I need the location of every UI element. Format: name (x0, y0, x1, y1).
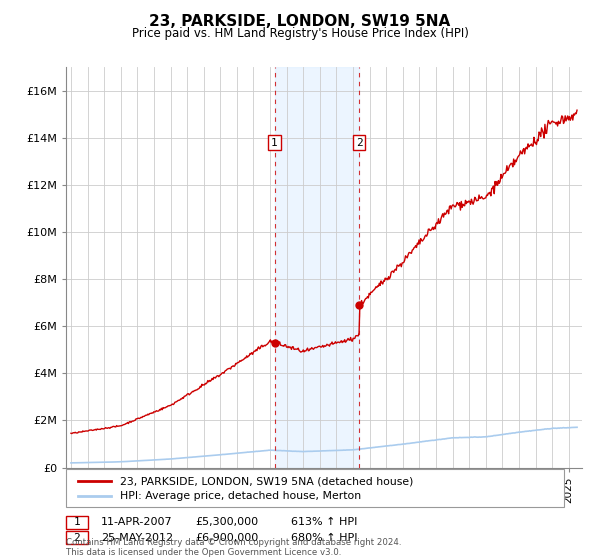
Text: Price paid vs. HM Land Registry's House Price Index (HPI): Price paid vs. HM Land Registry's House … (131, 27, 469, 40)
Text: £5,300,000: £5,300,000 (195, 517, 258, 528)
Text: 2: 2 (356, 138, 363, 148)
Text: 680% ↑ HPI: 680% ↑ HPI (291, 533, 358, 543)
Text: 23, PARKSIDE, LONDON, SW19 5NA (detached house): 23, PARKSIDE, LONDON, SW19 5NA (detached… (120, 476, 413, 486)
Text: 2: 2 (73, 533, 80, 543)
Text: 613% ↑ HPI: 613% ↑ HPI (291, 517, 358, 528)
Text: Contains HM Land Registry data © Crown copyright and database right 2024.
This d: Contains HM Land Registry data © Crown c… (66, 538, 401, 557)
Text: 11-APR-2007: 11-APR-2007 (101, 517, 172, 528)
Bar (275, 67, 359, 468)
Text: 1: 1 (73, 517, 80, 528)
Text: £6,900,000: £6,900,000 (195, 533, 258, 543)
Text: 23, PARKSIDE, LONDON, SW19 5NA: 23, PARKSIDE, LONDON, SW19 5NA (149, 14, 451, 29)
Text: HPI: Average price, detached house, Merton: HPI: Average price, detached house, Mert… (120, 491, 361, 501)
Text: 25-MAY-2012: 25-MAY-2012 (101, 533, 173, 543)
Text: 1: 1 (271, 138, 278, 148)
